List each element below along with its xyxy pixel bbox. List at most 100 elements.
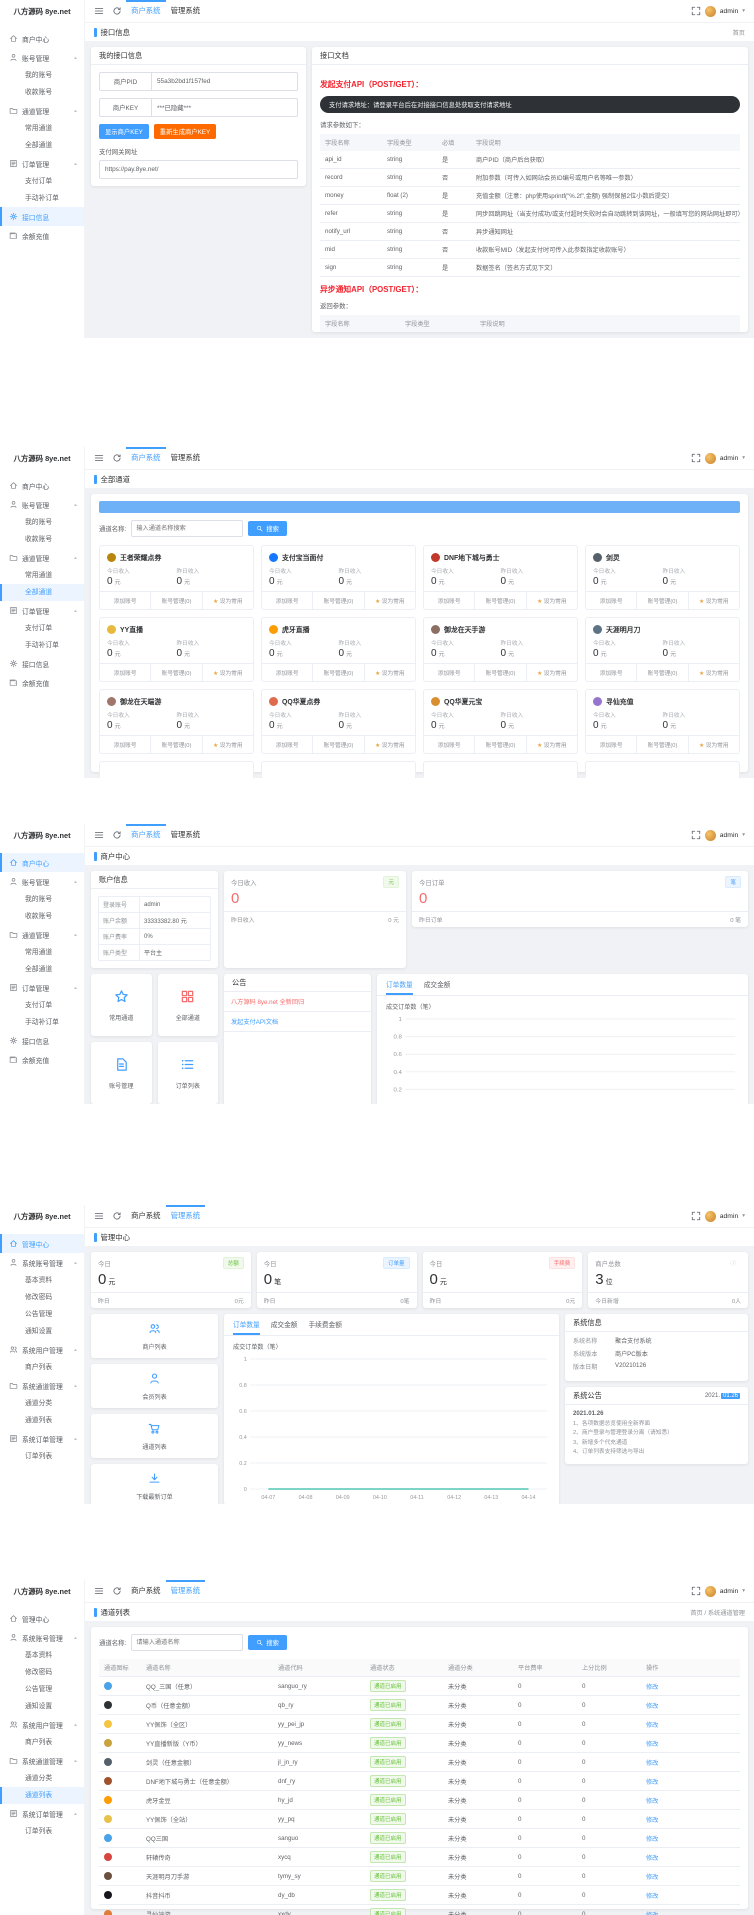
sidebar-subitem-商户列表[interactable]: 商户列表 [25,1364,53,1371]
sidebar-subitem-订单列表[interactable]: 订单列表 [25,1828,53,1835]
avatar[interactable] [704,1210,716,1222]
fullscreen-icon[interactable] [691,1586,701,1596]
menu-icon[interactable] [94,1211,104,1221]
shortcut-商户列表[interactable]: 商户列表 [91,1314,218,1358]
shortcut-全部通道[interactable]: 全部通道 [157,974,218,1036]
modify-link[interactable]: 修改 [646,1911,659,1915]
username[interactable]: admin [719,454,739,462]
sidebar-subitem-通知设置[interactable]: 通知设置 [25,1328,53,1335]
sidebar-subitem-我的账号[interactable]: 我的账号 [25,519,53,526]
manage-account-link[interactable]: 账号管理(0) [474,592,525,609]
add-account-link[interactable]: 添加账号 [275,671,299,677]
menu-icon[interactable] [94,1586,104,1596]
chart-tab-手续费金额[interactable]: 手续费金额 [308,1322,342,1329]
set-favorite-link[interactable]: ★ 设为常用 [201,664,253,681]
notice-item[interactable]: 发起支付API文档 [224,1012,371,1032]
sidebar-item-管理中心[interactable]: 管理中心 [0,1234,84,1253]
manage-account-link[interactable]: 账号管理(0) [312,736,363,753]
fullscreen-icon[interactable] [691,830,701,840]
sidebar-item-商户中心[interactable]: 商户中心 [0,853,84,872]
manage-account-link[interactable]: 账号管理(0) [636,664,687,681]
set-favorite-link[interactable]: ★ 设为常用 [525,664,577,681]
sidebar-item-系统通道管理[interactable]: 系统通道管理 ▲ [0,1376,84,1395]
shortcut-下载最新订单[interactable]: 下载最新订单 [91,1464,218,1504]
sidebar-subitem-我的账号[interactable]: 我的账号 [25,896,53,903]
breadcrumb[interactable]: 首页 / 系统通道管理 [690,1609,745,1617]
set-favorite-link[interactable]: ★ 设为常用 [201,592,253,609]
sidebar-item-系统账号管理[interactable]: 系统账号管理 ▲ [0,1628,84,1647]
sidebar-item-余额充值[interactable]: 余额充值 [0,673,84,692]
add-account-link[interactable]: 添加账号 [599,743,623,749]
sidebar-subitem-支付订单[interactable]: 支付订单 [25,1002,53,1009]
shortcut-通道列表[interactable]: 通道列表 [91,1414,218,1458]
shortcut-订单列表[interactable]: 订单列表 [157,1042,218,1104]
modify-link[interactable]: 修改 [646,1778,659,1786]
sidebar-item-账号管理[interactable]: 账号管理 ▲ [0,495,84,514]
sidebar-subitem-通道分类[interactable]: 通道分类 [25,1775,53,1782]
username[interactable]: admin [719,7,739,15]
fullscreen-icon[interactable] [691,453,701,463]
manage-account-link[interactable]: 账号管理(0) [312,664,363,681]
sidebar-item-订单管理[interactable]: 订单管理 ▲ [0,154,84,173]
sidebar-item-系统订单管理[interactable]: 系统订单管理 ▲ [0,1429,84,1448]
breadcrumb[interactable]: 首页 [732,29,745,37]
sidebar-item-通道管理[interactable]: 通道管理 ▲ [0,101,84,120]
notice-item[interactable]: 八方源码 8ye.net 全新回归 [224,992,371,1012]
sidebar-item-余额充值[interactable]: 余额充值 [0,1050,84,1069]
modify-link[interactable]: 修改 [646,1835,659,1843]
sidebar-subitem-手动补订单[interactable]: 手动补订单 [25,642,59,649]
shortcut-常用通道[interactable]: 常用通道 [91,974,152,1036]
add-account-link[interactable]: 添加账号 [599,599,623,605]
modify-link[interactable]: 修改 [646,1759,659,1767]
shortcut-账号管理[interactable]: 账号管理 [91,1042,152,1104]
sidebar-item-系统订单管理[interactable]: 系统订单管理 ▲ [0,1804,84,1823]
avatar[interactable] [704,5,716,17]
refresh-icon[interactable] [112,830,122,840]
sidebar-subitem-手动补订单[interactable]: 手动补订单 [25,1019,59,1026]
set-favorite-link[interactable]: ★ 设为常用 [363,664,415,681]
channel-search-input[interactable] [131,1634,244,1651]
add-account-link[interactable]: 添加账号 [275,743,299,749]
sidebar-subitem-手动补订单[interactable]: 手动补订单 [25,195,59,202]
sidebar-subitem-全部通道[interactable]: 全部通道 [25,142,53,149]
chart-tab-订单数量[interactable]: 订单数量 [233,1319,260,1335]
sidebar-item-订单管理[interactable]: 订单管理 ▲ [0,601,84,620]
sidebar-item-余额充值[interactable]: 余额充值 [0,226,84,245]
manage-account-link[interactable]: 账号管理(0) [474,664,525,681]
manage-account-link[interactable]: 账号管理(0) [150,664,201,681]
sidebar-subitem-常用通道[interactable]: 常用通道 [25,572,53,579]
show-key-button[interactable]: 显示商户KEY [99,124,149,139]
add-account-link[interactable]: 添加账号 [275,599,299,605]
sidebar-item-接口信息[interactable]: 接口信息 [0,207,84,226]
manage-account-link[interactable]: 账号管理(0) [636,736,687,753]
sidebar-item-管理中心[interactable]: 管理中心 [0,1609,84,1628]
sidebar-subitem-公告管理[interactable]: 公告管理 [25,1686,53,1693]
sidebar-item-商户中心[interactable]: 商户中心 [0,29,84,48]
avatar[interactable] [704,452,716,464]
refresh-icon[interactable] [112,453,122,463]
chart-tab-成交金额[interactable]: 成交金额 [270,1322,298,1329]
sidebar-subitem-支付订单[interactable]: 支付订单 [25,625,53,632]
sidebar-subitem-基本资料[interactable]: 基本资料 [25,1277,53,1284]
avatar[interactable] [704,1585,716,1597]
sidebar-subitem-修改密码[interactable]: 修改密码 [25,1294,53,1301]
sidebar-item-账号管理[interactable]: 账号管理 ▲ [0,872,84,891]
sidebar-subitem-支付订单[interactable]: 支付订单 [25,178,53,185]
manage-account-link[interactable]: 账号管理(0) [636,592,687,609]
chart-tab-订单数量[interactable]: 订单数量 [386,979,413,995]
add-account-link[interactable]: 添加账号 [437,743,461,749]
tab-admin-system[interactable]: 管理系统 [170,6,201,15]
manage-account-link[interactable]: 账号管理(0) [312,592,363,609]
add-account-link[interactable]: 添加账号 [599,671,623,677]
username[interactable]: admin [719,1587,739,1595]
menu-icon[interactable] [94,830,104,840]
add-account-link[interactable]: 添加账号 [113,671,137,677]
modify-link[interactable]: 修改 [646,1854,659,1862]
refresh-icon[interactable] [112,1586,122,1596]
sidebar-subitem-收款账号[interactable]: 收款账号 [25,536,53,543]
menu-icon[interactable] [94,453,104,463]
username[interactable]: admin [719,1212,739,1220]
key-value[interactable]: ***已隐藏*** [157,105,192,112]
sidebar-subitem-我的账号[interactable]: 我的账号 [25,72,53,79]
tab-admin-system[interactable]: 管理系统 [165,1580,205,1602]
